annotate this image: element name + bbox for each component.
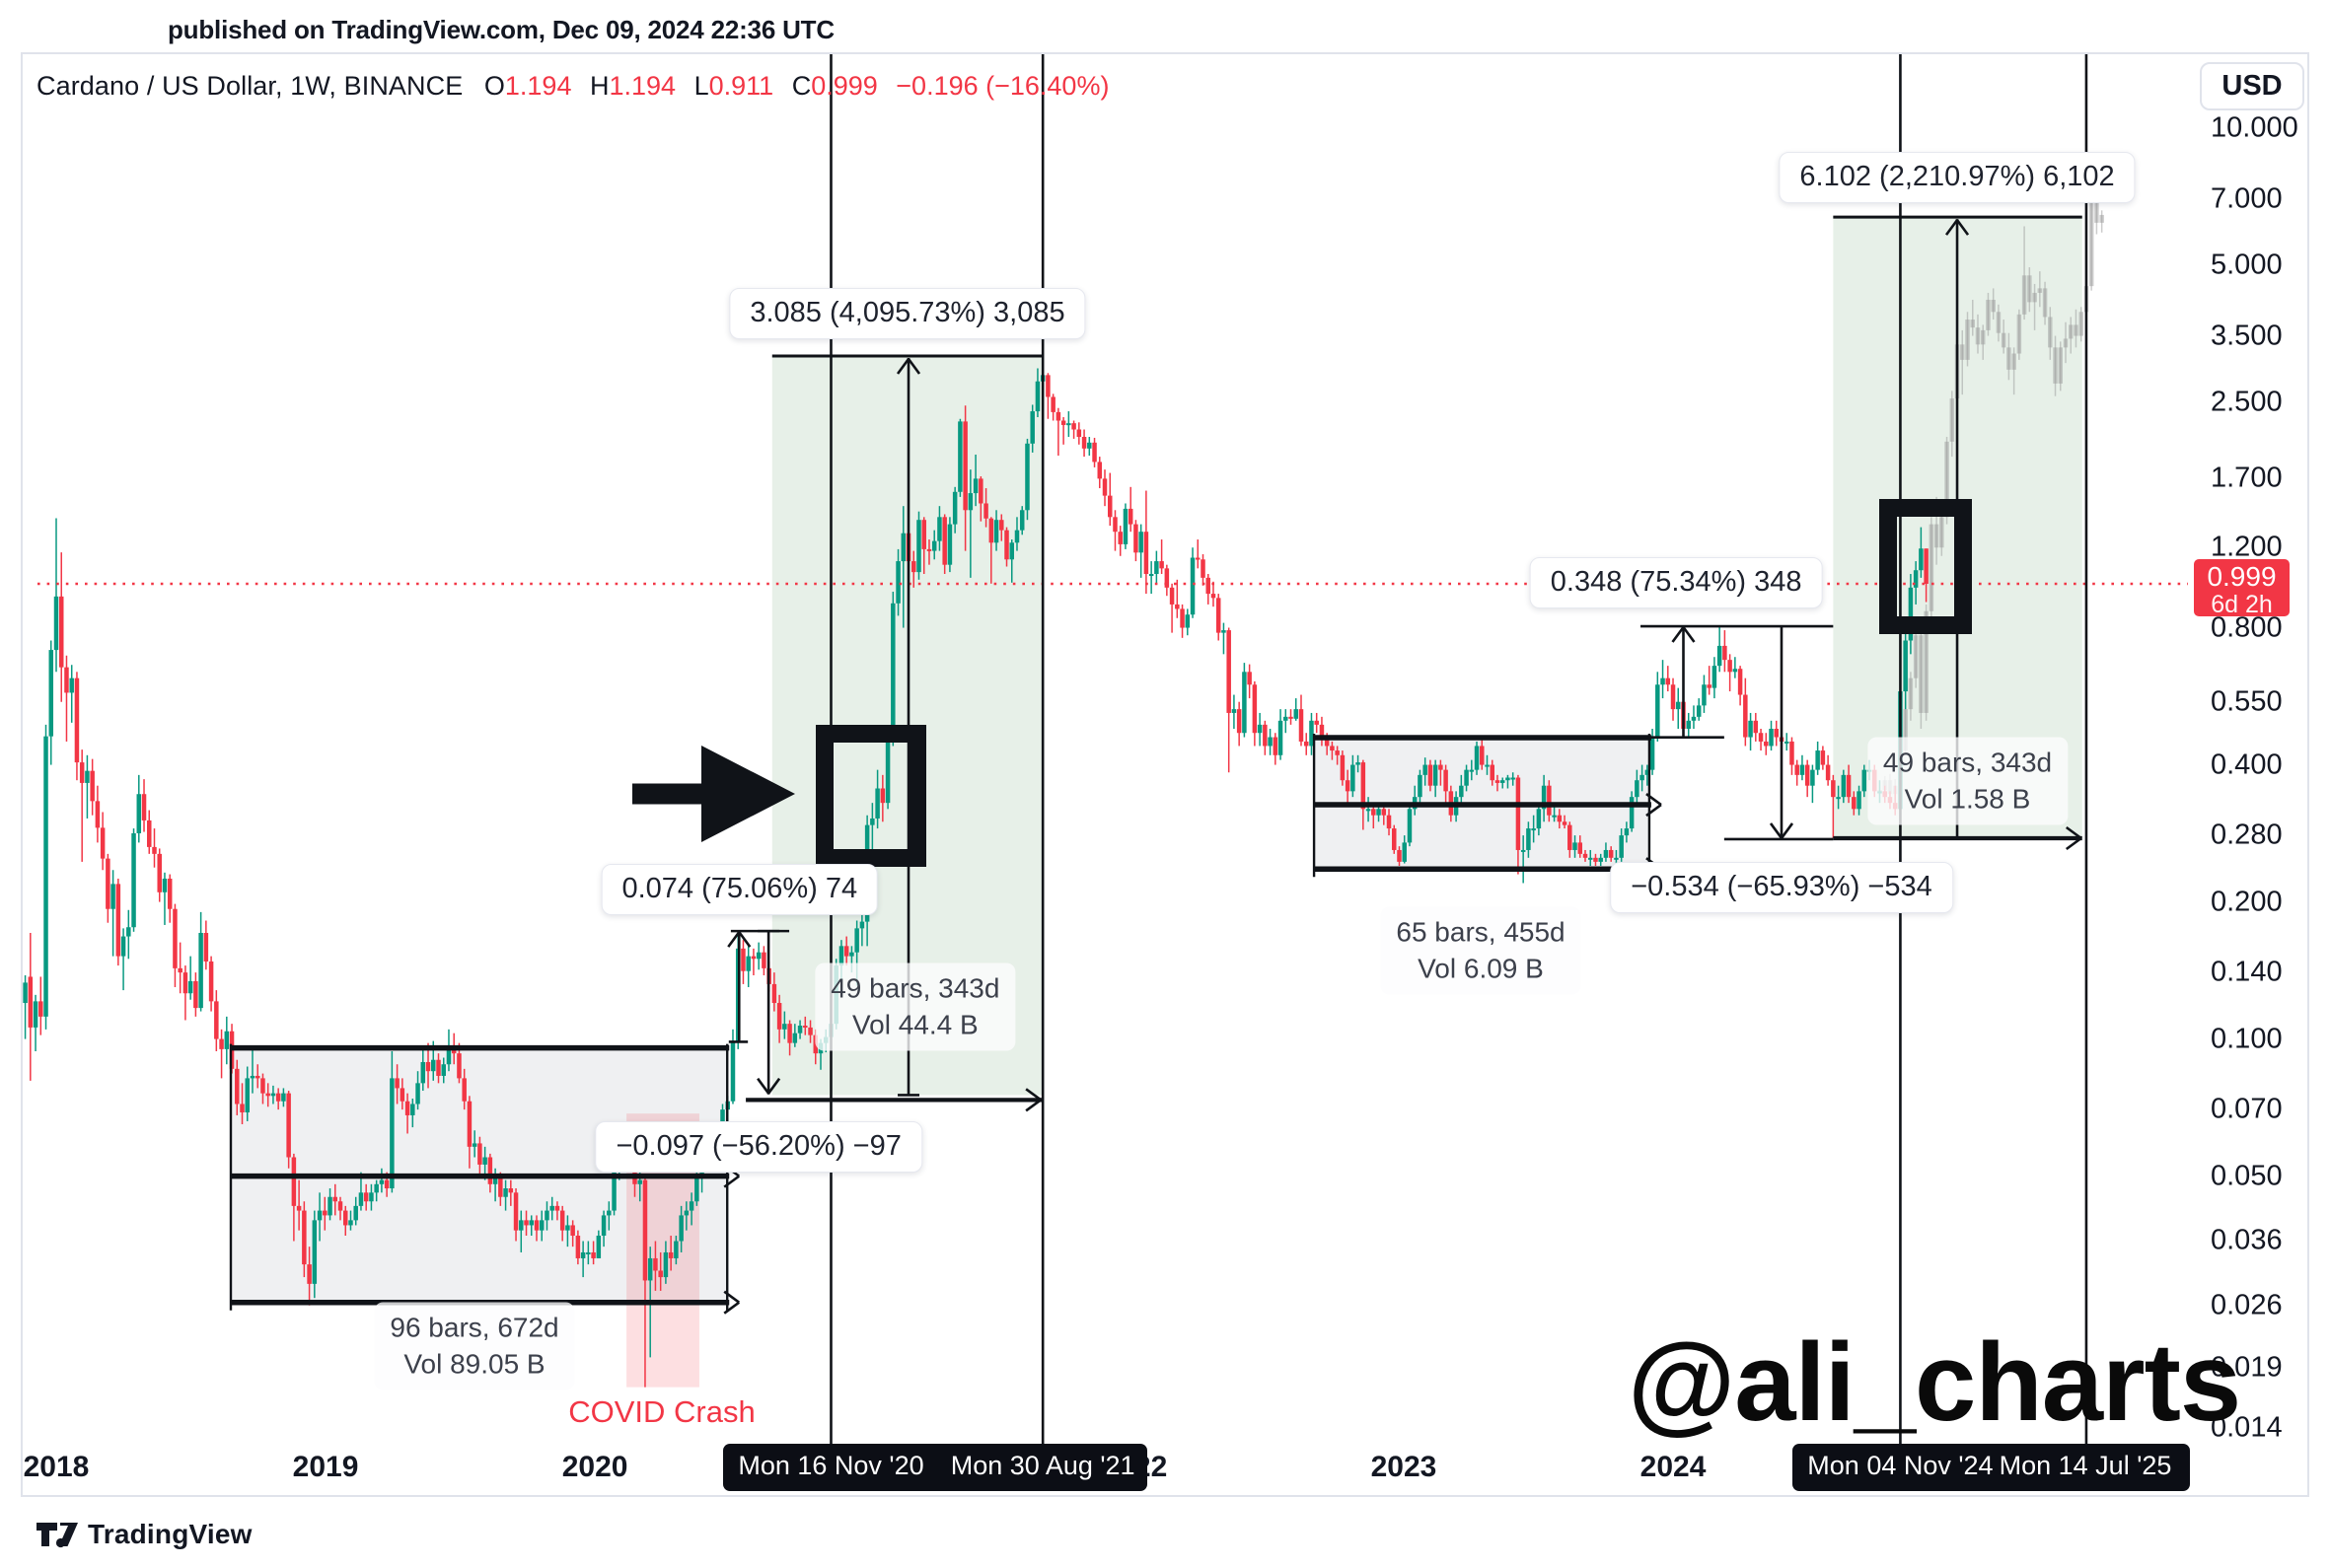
date-tag-label: Mon 30 Aug '21 bbox=[950, 1451, 1135, 1480]
chart-legend: Cardano / US Dollar, 1W, BINANCE O1.194 … bbox=[36, 71, 1109, 102]
range-stats-label[interactable]: 49 bars, 343d Vol 1.58 B bbox=[1866, 737, 2069, 825]
price-tick-label: 0.140 bbox=[2211, 956, 2283, 988]
price-tick-label: 1.700 bbox=[2211, 462, 2283, 494]
open-label: O bbox=[483, 71, 505, 101]
open-value: 1.194 bbox=[504, 71, 572, 101]
change-value: −0.196 (−16.40%) bbox=[896, 71, 1110, 101]
price-tick-label: 0.050 bbox=[2211, 1160, 2283, 1192]
price-tick-label: 1.200 bbox=[2211, 531, 2283, 563]
measure-value-label[interactable]: −0.534 (−65.93%) −534 bbox=[1610, 862, 1953, 913]
high-label: H bbox=[589, 71, 610, 101]
bar-countdown: 6d 2h bbox=[2211, 591, 2273, 618]
price-tick-label: 0.550 bbox=[2211, 685, 2283, 718]
currency-button[interactable]: USD bbox=[2200, 62, 2304, 110]
year-axis-label: 2018 bbox=[23, 1451, 90, 1483]
price-tick-label: 10.000 bbox=[2211, 111, 2298, 144]
tradingview-logo-icon bbox=[36, 1523, 78, 1548]
year-axis-label: 2023 bbox=[1370, 1451, 1437, 1483]
symbol-title: Cardano / US Dollar, 1W, BINANCE bbox=[36, 71, 464, 101]
date-tag-label: Mon 14 Jul '25 bbox=[1999, 1451, 2172, 1480]
stats-volume: Vol 6.09 B bbox=[1418, 953, 1544, 984]
last-price-tag: 0.999 6d 2h bbox=[2194, 559, 2290, 618]
price-tick-label: 7.000 bbox=[2211, 182, 2283, 215]
stats-bars-days: 49 bars, 343d bbox=[831, 972, 1000, 1004]
range-stats-label[interactable]: 96 bars, 672d Vol 89.05 B bbox=[374, 1302, 575, 1390]
price-tick-label: 0.036 bbox=[2211, 1224, 2283, 1256]
date-tag-group bbox=[1792, 1444, 2190, 1491]
close-label: C bbox=[791, 71, 812, 101]
last-price-value: 0.999 bbox=[2207, 561, 2277, 592]
tradingview-logo[interactable]: TradingView bbox=[36, 1519, 253, 1550]
drawing-fills bbox=[230, 217, 2082, 1388]
range-stats-label[interactable]: 65 bars, 455d Vol 6.09 B bbox=[1380, 906, 1581, 995]
price-tick-label: 0.100 bbox=[2211, 1023, 2283, 1055]
covid-crash-text[interactable]: COVID Crash bbox=[568, 1394, 756, 1429]
year-axis-label: 2019 bbox=[292, 1451, 359, 1483]
measure-value-label[interactable]: 0.074 (75.06%) 74 bbox=[601, 864, 879, 915]
stats-volume: Vol 1.58 B bbox=[1904, 783, 2031, 815]
price-tick-label: 2.500 bbox=[2211, 386, 2283, 418]
year-axis-label: 2020 bbox=[561, 1451, 628, 1483]
price-tick-label: 0.400 bbox=[2211, 748, 2283, 781]
price-tick-label: 5.000 bbox=[2211, 249, 2283, 281]
measure-value-label[interactable]: 0.348 (75.34%) 348 bbox=[1529, 557, 1823, 608]
published-note: published on TradingView.com, Dec 09, 20… bbox=[168, 15, 835, 44]
price-tick-label: 0.200 bbox=[2211, 886, 2283, 918]
watermark: @ali_charts bbox=[1628, 1320, 2241, 1444]
stats-bars-days: 96 bars, 672d bbox=[390, 1312, 559, 1343]
price-tick-label: 0.070 bbox=[2211, 1093, 2283, 1125]
price-tick-label: 3.500 bbox=[2211, 320, 2283, 352]
range-stats-label[interactable]: 49 bars, 343d Vol 44.4 B bbox=[815, 962, 1016, 1051]
price-tick-label: 0.280 bbox=[2211, 819, 2283, 851]
measure-value-label[interactable]: −0.097 (−56.20%) −97 bbox=[595, 1121, 922, 1173]
price-tick-label: 0.019 bbox=[2211, 1351, 2283, 1384]
stats-bars-days: 65 bars, 455d bbox=[1396, 916, 1565, 948]
close-value: 0.999 bbox=[811, 71, 878, 101]
price-tick-label: 0.026 bbox=[2211, 1289, 2283, 1321]
year-axis-label: 2024 bbox=[1639, 1451, 1707, 1483]
price-tick-label: 0.014 bbox=[2211, 1411, 2283, 1444]
high-value: 1.194 bbox=[609, 71, 677, 101]
stats-bars-days: 49 bars, 343d bbox=[1882, 747, 2053, 778]
measure-value-label[interactable]: 6.102 (2,210.97%) 6,102 bbox=[1779, 152, 2136, 203]
measure-value-label[interactable]: 3.085 (4,095.73%) 3,085 bbox=[729, 288, 1086, 339]
tradingview-logo-text: TradingView bbox=[88, 1519, 253, 1549]
low-value: 0.911 bbox=[708, 71, 774, 101]
low-label: L bbox=[693, 71, 709, 101]
date-tag-group bbox=[723, 1444, 1148, 1491]
date-tag-label: Mon 04 Nov '24 bbox=[1807, 1451, 1994, 1480]
price-tick-label: 0.800 bbox=[2211, 611, 2283, 644]
date-tag-label: Mon 16 Nov '20 bbox=[738, 1451, 924, 1480]
stats-volume: Vol 44.4 B bbox=[852, 1009, 979, 1040]
stats-volume: Vol 89.05 B bbox=[403, 1348, 546, 1380]
